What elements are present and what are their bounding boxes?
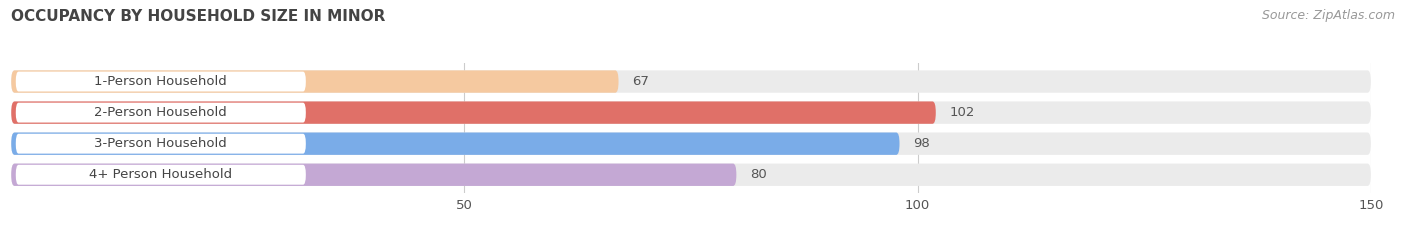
FancyBboxPatch shape (11, 133, 900, 155)
Text: 102: 102 (949, 106, 974, 119)
Text: 1-Person Household: 1-Person Household (94, 75, 228, 88)
FancyBboxPatch shape (11, 70, 1371, 93)
Text: 4+ Person Household: 4+ Person Household (89, 168, 232, 181)
FancyBboxPatch shape (15, 134, 307, 154)
Text: OCCUPANCY BY HOUSEHOLD SIZE IN MINOR: OCCUPANCY BY HOUSEHOLD SIZE IN MINOR (11, 9, 385, 24)
Text: 80: 80 (749, 168, 766, 181)
FancyBboxPatch shape (11, 101, 936, 124)
FancyBboxPatch shape (15, 72, 307, 92)
Text: 67: 67 (633, 75, 650, 88)
FancyBboxPatch shape (11, 133, 1371, 155)
Text: 2-Person Household: 2-Person Household (94, 106, 228, 119)
Text: 3-Person Household: 3-Person Household (94, 137, 228, 150)
FancyBboxPatch shape (11, 70, 619, 93)
Text: Source: ZipAtlas.com: Source: ZipAtlas.com (1261, 9, 1395, 22)
FancyBboxPatch shape (15, 103, 307, 123)
FancyBboxPatch shape (11, 164, 1371, 186)
FancyBboxPatch shape (11, 101, 1371, 124)
FancyBboxPatch shape (15, 165, 307, 185)
FancyBboxPatch shape (11, 164, 737, 186)
Text: 98: 98 (912, 137, 929, 150)
